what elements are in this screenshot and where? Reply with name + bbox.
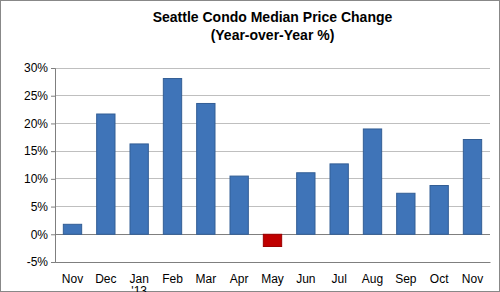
chart-border: [1, 1, 500, 292]
x-tick-label: Apr: [230, 272, 249, 286]
y-tick: 25%: [24, 89, 55, 103]
x-tick-label-line: Nov: [462, 272, 483, 286]
y-tick-mark: [51, 262, 55, 263]
y-tick-label: 25%: [24, 89, 48, 103]
y-tick-mark: [51, 123, 55, 124]
bar: [330, 164, 348, 234]
y-tick: 20%: [24, 117, 55, 131]
y-tick: 15%: [24, 144, 55, 158]
bar: [363, 129, 381, 234]
y-tick-mark: [51, 234, 55, 235]
x-tick: May: [261, 262, 284, 286]
x-tick-label: Sep: [395, 272, 417, 286]
x-tick: Aug: [362, 262, 383, 286]
chart: Seattle Condo Median Price Change (Year-o…: [0, 0, 500, 292]
y-tick-label: 0%: [31, 228, 49, 242]
x-tick-label: Jan'13: [129, 272, 148, 292]
grid-line: [55, 123, 490, 124]
y-tick-mark: [51, 207, 55, 208]
bar: [63, 224, 81, 234]
y-tick-label: 30%: [24, 61, 48, 75]
bars: [63, 79, 481, 247]
y-tick-label: 10%: [24, 172, 48, 186]
x-tick: Apr: [230, 262, 249, 286]
y-tick-mark: [51, 151, 55, 152]
x-tick: Jan'13: [129, 262, 148, 292]
x-tick-label: Mar: [195, 272, 216, 286]
x-tick-label-line: Jun: [296, 272, 315, 286]
y-tick: 10%: [24, 172, 55, 186]
x-tick-label-line: Aug: [362, 272, 383, 286]
y-tick: 30%: [24, 61, 55, 75]
y-axis: -5% 0% 5% 10% 15% 20% 25% 30%: [24, 61, 56, 269]
x-tick-label: Dec: [95, 272, 116, 286]
bar: [130, 144, 148, 234]
grid-line: [55, 68, 490, 69]
x-tick: Oct: [430, 262, 449, 286]
x-tick-label-line: Feb: [162, 272, 183, 286]
bar: [463, 140, 481, 235]
grid-line: [55, 178, 490, 179]
y-tick-mark: [51, 179, 55, 180]
bar: [197, 103, 215, 234]
x-tick-label-line: Dec: [95, 272, 116, 286]
y-tick: 5%: [31, 200, 55, 214]
x-tick: Nov: [462, 262, 483, 286]
bar: [263, 234, 281, 246]
subtitle: (Year-over-Year %): [211, 27, 335, 43]
y-axis-line: [51, 69, 56, 263]
bar: [297, 173, 315, 235]
x-tick-label-line: Apr: [230, 272, 249, 286]
bar: [163, 79, 181, 235]
x-tick-label: Oct: [430, 272, 449, 286]
x-tick-label-line: '13: [131, 284, 147, 292]
x-tick-label-line: Sep: [395, 272, 417, 286]
x-tick: Jul: [331, 262, 346, 286]
bar: [397, 193, 415, 234]
y-tick: 0%: [31, 228, 55, 242]
x-tick-label: Feb: [162, 272, 183, 286]
x-axis-line: [56, 262, 491, 263]
x-tick: Dec: [95, 262, 116, 286]
x-tick: Nov: [62, 262, 83, 286]
grid-line: [55, 262, 490, 263]
y-tick-label: 15%: [24, 144, 48, 158]
y-tick-label: 5%: [31, 200, 49, 214]
x-tick-label-line: Oct: [430, 272, 449, 286]
x-tick-label: Aug: [362, 272, 383, 286]
x-tick: Mar: [195, 262, 216, 286]
x-axis: Nov Dec Jan'13 Feb Mar Apr May Jun Jul Aug Sep Oct N…: [56, 262, 491, 292]
bar: [230, 176, 248, 234]
x-tick-label: Nov: [62, 272, 83, 286]
x-tick: Jun: [296, 262, 315, 286]
bar: [430, 186, 448, 235]
x-tick-label: May: [261, 272, 284, 286]
x-tick-label: Nov: [462, 272, 483, 286]
y-tick-label: 20%: [24, 117, 48, 131]
x-tick: Feb: [162, 262, 183, 286]
grid-line: [55, 95, 490, 96]
y-tick: -5%: [27, 255, 55, 269]
grid-line: [55, 151, 490, 152]
grid-line: [55, 206, 490, 207]
title: Seattle Condo Median Price Change: [153, 9, 393, 25]
x-tick: Sep: [395, 262, 417, 286]
plot: -5% 0% 5% 10% 15% 20% 25% 30% Nov Dec Jan'13 Feb Mar…: [24, 61, 491, 292]
x-tick-label: Jun: [296, 272, 315, 286]
x-tick-label: Jul: [331, 272, 346, 286]
y-tick-label: -5%: [27, 255, 49, 269]
x-tick-label-line: May: [261, 272, 284, 286]
y-tick-mark: [51, 96, 55, 97]
y-tick-mark: [51, 68, 55, 69]
bar: [97, 114, 115, 234]
grid: [55, 68, 490, 262]
x-tick-label-line: Nov: [62, 272, 83, 286]
x-tick-label-line: Mar: [195, 272, 216, 286]
x-tick-label-line: Jul: [331, 272, 346, 286]
